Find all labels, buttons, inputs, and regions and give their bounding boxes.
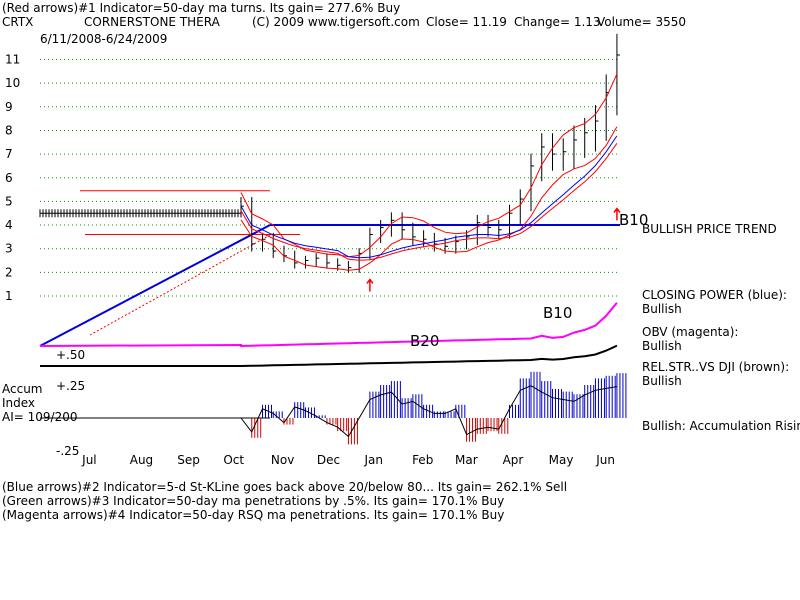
relstr-title: REL.STR..VS DJI (brown):	[642, 360, 790, 374]
closing-power-value: Bullish	[642, 302, 682, 316]
upper-band	[240, 73, 618, 258]
y-tick-label: 10	[5, 76, 20, 90]
volume-value: Volume= 3550	[597, 15, 687, 29]
symbol: CRTX	[2, 15, 34, 29]
accum-tick-lo: -.25	[56, 444, 80, 458]
bullish-trend-line	[39, 224, 271, 347]
y-tick-label: 7	[5, 147, 13, 161]
buy-arrow	[366, 278, 374, 292]
month-label: Apr	[503, 453, 524, 467]
month-label: Mar	[455, 453, 478, 467]
month-label: Jul	[81, 453, 96, 467]
b10-price-label: B10	[619, 211, 649, 229]
month-label: Feb	[412, 453, 433, 467]
y-tick-label: 6	[5, 171, 13, 185]
month-label: Jan	[363, 453, 383, 467]
ma-red	[240, 143, 618, 261]
y-tick-label: 3	[5, 242, 13, 256]
company-name: CORNERSTONE THERA	[84, 15, 220, 29]
accum-status: Bullish: Accumulation Rising	[642, 419, 800, 433]
closing-power-title: CLOSING POWER (blue):	[642, 288, 787, 302]
month-label: Nov	[271, 453, 294, 467]
dotted-trend-line	[89, 234, 271, 336]
accum-index-label: Index	[2, 396, 36, 410]
bullish-price-trend-label: BULLISH PRICE TREND	[642, 222, 777, 236]
y-tick-label: 1	[5, 289, 13, 303]
month-label: Sep	[177, 453, 200, 467]
indicator-1-line: (Red arrows)#1 Indicator=50-day ma turns…	[2, 1, 401, 15]
copyright: (C) 2009 www.tigersoft.com	[252, 15, 420, 29]
obv-title: OBV (magenta):	[642, 325, 739, 339]
obv-value: Bullish	[642, 339, 682, 353]
month-label: Jun	[595, 453, 615, 467]
y-tick-label: 2	[5, 265, 13, 279]
accum-tick-mid: +.25	[56, 379, 86, 393]
y-tick-label: 8	[5, 123, 13, 137]
date-range: 6/11/2008-6/24/2009	[40, 32, 168, 46]
obv-line	[40, 344, 618, 367]
ma-blue	[240, 135, 618, 259]
indicator-2-line: (Blue arrows)#2 Indicator=5-d St-KLine g…	[2, 480, 568, 494]
y-tick-label: 9	[5, 100, 13, 114]
accum-label: Accum	[2, 382, 43, 396]
relstr-value: Bullish	[642, 374, 682, 388]
b10-cp-label: B10	[543, 304, 573, 322]
lower-band	[240, 126, 618, 271]
accum-ma-line	[240, 385, 617, 438]
close-value: Close= 11.19	[426, 15, 507, 29]
month-label: May	[549, 453, 574, 467]
buy-arrow	[613, 207, 621, 221]
change-value: Change= 1.13	[514, 15, 601, 29]
indicator-3-line: (Green arrows)#3 Indicator=50-day ma pen…	[2, 494, 505, 508]
b20-label: B20	[410, 332, 440, 350]
month-label: Oct	[223, 453, 244, 467]
closing-power-line	[39, 302, 618, 348]
month-label: Dec	[317, 453, 340, 467]
month-label: Aug	[130, 453, 153, 467]
y-tick-label: 5	[5, 194, 13, 208]
accum-tick-hi: +.50	[56, 348, 86, 362]
indicator-4-line: (Magenta arrows)#4 Indicator=50-day RSQ …	[2, 508, 505, 522]
y-tick-label: 4	[5, 218, 13, 232]
accum-ai-label: AI= 109/200	[2, 410, 78, 424]
y-tick-label: 11	[5, 53, 20, 67]
